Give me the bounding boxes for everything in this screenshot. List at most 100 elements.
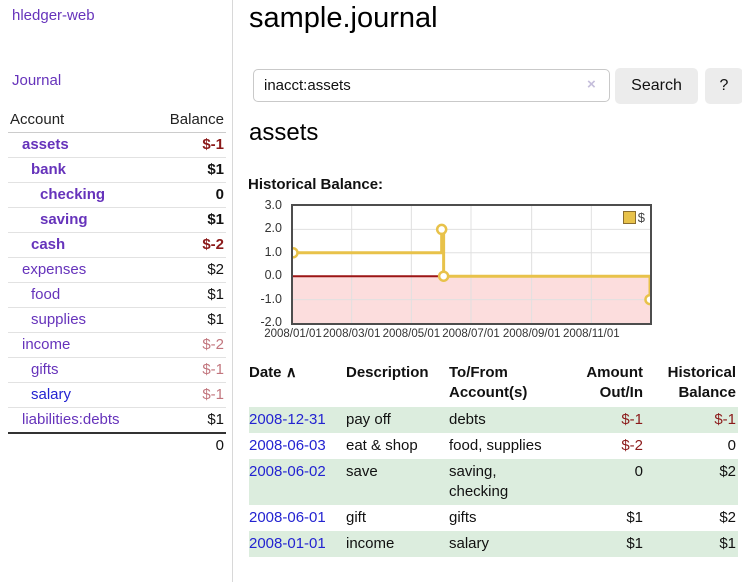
sidebar-item-journal[interactable]: Journal bbox=[12, 72, 62, 89]
account-row: gifts $-1 bbox=[8, 357, 226, 383]
account-balance: $-1 bbox=[151, 382, 226, 408]
account-balance: $1 bbox=[151, 157, 226, 183]
chart-canvas bbox=[293, 206, 650, 323]
account-page-title: assets bbox=[249, 119, 319, 146]
x-axis-tick-label: 2008/11/01 bbox=[562, 328, 620, 340]
transaction-description: income bbox=[346, 535, 395, 552]
account-link-cash[interactable]: cash bbox=[31, 236, 66, 253]
transaction-amount: $1 bbox=[626, 535, 643, 552]
chart-legend: $ bbox=[620, 209, 647, 226]
chart-title: Historical Balance: bbox=[248, 176, 384, 193]
accounts-total-row: 0 bbox=[8, 432, 226, 458]
transaction-accounts: gifts bbox=[449, 509, 477, 526]
account-balance: $1 bbox=[151, 307, 226, 333]
account-link-income[interactable]: income bbox=[22, 336, 71, 353]
transaction-date-link[interactable]: 2008-12-31 bbox=[249, 411, 326, 428]
x-axis-tick-label: 2008/05/01 bbox=[382, 328, 441, 340]
date-column-header[interactable]: Date ∧ bbox=[249, 364, 297, 381]
chart-plot-area: $ bbox=[291, 204, 652, 325]
account-link-supplies[interactable]: supplies bbox=[31, 311, 87, 328]
register-header-row: Date ∧ Description To/From Account(s) Am… bbox=[249, 361, 738, 407]
account-link-food[interactable]: food bbox=[31, 286, 61, 303]
account-row: checking 0 bbox=[8, 182, 226, 208]
account-balance: $2 bbox=[151, 257, 226, 283]
transaction-amount: $1 bbox=[626, 509, 643, 526]
account-balance: 0 bbox=[151, 182, 226, 208]
search-input[interactable] bbox=[253, 69, 610, 102]
account-balance: $1 bbox=[151, 407, 226, 434]
account-balance: $1 bbox=[151, 282, 226, 308]
account-balance: $-1 bbox=[151, 357, 226, 383]
search-button[interactable]: Search bbox=[615, 68, 698, 104]
transaction-date-link[interactable]: 2008-06-02 bbox=[249, 463, 326, 480]
help-button[interactable]: ? bbox=[705, 68, 742, 104]
account-row: assets $-1 bbox=[8, 132, 226, 158]
account-row: salary $-1 bbox=[8, 382, 226, 408]
sort-ascending-icon: ∧ bbox=[285, 364, 297, 381]
account-row: supplies $1 bbox=[8, 307, 226, 333]
x-axis-tick-label: 2008/09/01 bbox=[502, 328, 561, 340]
balance-column-header: Balance bbox=[151, 108, 226, 133]
transaction-accounts: debts bbox=[449, 411, 486, 428]
account-link-assets[interactable]: assets bbox=[22, 136, 69, 153]
main-content: sample.journal × Search ? assets Histori… bbox=[234, 0, 742, 582]
description-column-header: Description bbox=[346, 364, 429, 381]
register-row: 2008-06-01 gift gifts $1 $2 bbox=[249, 505, 738, 531]
legend-swatch-icon bbox=[622, 211, 636, 224]
transaction-description: save bbox=[346, 463, 378, 480]
register-table: Date ∧ Description To/From Account(s) Am… bbox=[249, 361, 738, 557]
transaction-date-link[interactable]: 2008-01-01 bbox=[249, 535, 326, 552]
transaction-accounts: food, supplies bbox=[449, 437, 542, 454]
account-balance: $-2 bbox=[151, 232, 226, 258]
account-row: saving $1 bbox=[8, 207, 226, 233]
account-link-saving[interactable]: saving bbox=[40, 211, 88, 228]
accounts-total-value: 0 bbox=[151, 432, 226, 458]
account-column-header: Account bbox=[8, 108, 152, 133]
legend-label: $ bbox=[637, 210, 645, 225]
account-row: income $-2 bbox=[8, 332, 226, 358]
transaction-accounts: saving, checking bbox=[449, 463, 509, 500]
accounts-column-header: To/From Account(s) bbox=[449, 364, 528, 401]
transaction-balance: $2 bbox=[719, 463, 736, 480]
amount-column-header: Amount Out/In bbox=[586, 364, 643, 401]
register-row: 2008-12-31 pay off debts $-1 $-1 bbox=[249, 407, 738, 433]
account-row: expenses $2 bbox=[8, 257, 226, 283]
accounts-header-row: Account Balance bbox=[8, 108, 226, 133]
account-link-checking[interactable]: checking bbox=[40, 186, 106, 203]
register-row: 2008-06-02 save saving, checking 0 $2 bbox=[249, 459, 738, 505]
account-link-expenses[interactable]: expenses bbox=[22, 261, 87, 278]
app-brand-link[interactable]: hledger-web bbox=[12, 7, 95, 24]
account-link-bank[interactable]: bank bbox=[31, 161, 67, 178]
account-link-salary[interactable]: salary bbox=[31, 386, 72, 403]
page-title: sample.journal bbox=[249, 2, 438, 34]
transaction-balance: $2 bbox=[719, 509, 736, 526]
account-row: cash $-2 bbox=[8, 232, 226, 258]
transaction-description: eat & shop bbox=[346, 437, 418, 454]
account-balance: $-2 bbox=[151, 332, 226, 358]
transaction-description: gift bbox=[346, 509, 367, 526]
account-link-gifts[interactable]: gifts bbox=[31, 361, 59, 378]
transaction-balance: 0 bbox=[727, 437, 736, 454]
account-row: bank $1 bbox=[8, 157, 226, 183]
transaction-balance: $1 bbox=[719, 535, 736, 552]
account-row: liabilities:debts $1 bbox=[8, 407, 226, 434]
transaction-amount: $-1 bbox=[621, 411, 643, 428]
account-link-liabilities-debts[interactable]: liabilities:debts bbox=[22, 411, 120, 428]
transaction-balance: $-1 bbox=[714, 411, 736, 428]
historical-balance-chart: $ 3.0 2.0 1.0 0.0 -1.0 -2.0 2008/01/01 2008/03/… bbox=[248, 198, 728, 345]
transaction-amount: 0 bbox=[634, 463, 643, 480]
register-row: 2008-01-01 income salary $1 $1 bbox=[249, 531, 738, 557]
transaction-amount: $-2 bbox=[621, 437, 643, 454]
account-row: food $1 bbox=[8, 282, 226, 308]
x-axis-tick-label: 2008/07/01 bbox=[442, 328, 500, 340]
transaction-date-link[interactable]: 2008-06-01 bbox=[249, 509, 326, 526]
account-balance: $-1 bbox=[151, 132, 226, 158]
register-row: 2008-06-03 eat & shop food, supplies $-2… bbox=[249, 433, 738, 459]
x-axis-tick-label: 2008/03/01 bbox=[322, 328, 381, 340]
clear-search-icon[interactable]: × bbox=[587, 76, 596, 93]
accounts-table: Account Balance assets $-1 bank $1 check… bbox=[8, 108, 226, 458]
account-balance: $1 bbox=[151, 207, 226, 233]
sidebar: hledger-web Journal Account Balance asse… bbox=[0, 0, 233, 582]
x-axis-tick-label: 2008/01/01 bbox=[264, 328, 322, 340]
transaction-date-link[interactable]: 2008-06-03 bbox=[249, 437, 326, 454]
